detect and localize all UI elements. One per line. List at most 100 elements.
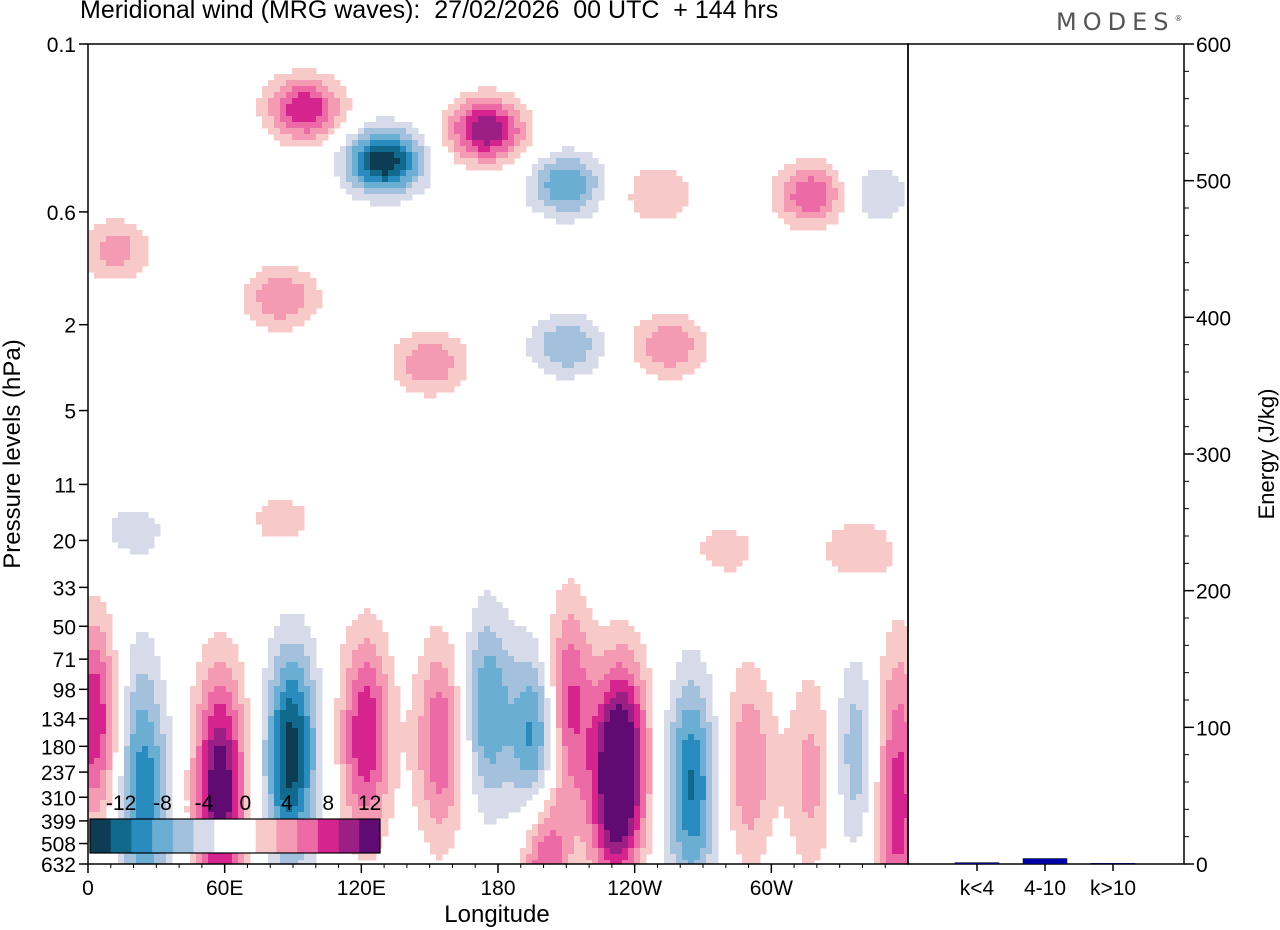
wind-cell bbox=[166, 740, 173, 747]
wind-cell bbox=[130, 764, 137, 771]
wind-cell bbox=[94, 716, 101, 723]
wind-cell bbox=[574, 722, 581, 729]
wind-cell bbox=[286, 314, 293, 321]
wind-cell bbox=[424, 758, 431, 765]
wind-cell bbox=[280, 518, 287, 525]
wind-cell bbox=[430, 626, 437, 633]
wind-cell bbox=[448, 686, 455, 693]
wind-cell bbox=[754, 782, 761, 789]
wind-cell bbox=[280, 728, 287, 735]
wind-cell bbox=[568, 350, 575, 357]
wind-cell bbox=[772, 806, 779, 813]
wind-cell bbox=[556, 374, 563, 381]
wind-cell bbox=[124, 512, 131, 519]
wind-cell bbox=[820, 758, 827, 765]
wind-cell bbox=[796, 212, 803, 219]
wind-cell bbox=[196, 704, 203, 711]
wind-cell bbox=[784, 794, 791, 801]
wind-cell bbox=[892, 692, 899, 699]
wind-cell bbox=[436, 776, 443, 783]
wind-cell bbox=[304, 776, 311, 783]
wind-cell bbox=[604, 716, 611, 723]
wind-cell bbox=[94, 728, 101, 735]
wind-cell bbox=[220, 650, 227, 657]
wind-cell bbox=[598, 746, 605, 753]
wind-cell bbox=[586, 704, 593, 711]
wind-cell bbox=[856, 560, 863, 567]
wind-cell bbox=[496, 728, 503, 735]
wind-cell bbox=[556, 698, 563, 705]
wind-cell bbox=[364, 800, 371, 807]
wind-cell bbox=[292, 710, 299, 717]
wind-cell bbox=[418, 152, 425, 159]
wind-cell bbox=[310, 734, 317, 741]
wind-cell bbox=[364, 746, 371, 753]
wind-cell bbox=[586, 344, 593, 351]
wind-cell bbox=[574, 656, 581, 663]
wind-cell bbox=[892, 704, 899, 711]
wind-cell bbox=[466, 128, 473, 135]
wind-cell bbox=[886, 554, 893, 561]
wind-cell bbox=[190, 758, 197, 765]
wind-cell bbox=[676, 368, 683, 375]
wind-cell bbox=[424, 764, 431, 771]
wind-cell bbox=[580, 350, 587, 357]
wind-cell bbox=[736, 812, 743, 819]
wind-cell bbox=[838, 530, 845, 537]
wind-cell bbox=[478, 800, 485, 807]
wind-cell bbox=[448, 794, 455, 801]
wind-cell bbox=[364, 632, 371, 639]
wind-cell bbox=[352, 800, 359, 807]
wind-cell bbox=[340, 104, 347, 111]
wind-cell bbox=[472, 740, 479, 747]
wind-cell bbox=[304, 728, 311, 735]
wind-cell bbox=[730, 560, 737, 567]
wind-cell bbox=[118, 236, 125, 243]
wind-cell bbox=[880, 188, 887, 195]
wind-cell bbox=[808, 716, 815, 723]
wind-cell bbox=[526, 116, 533, 123]
wind-cell bbox=[484, 662, 491, 669]
wind-cell bbox=[310, 800, 317, 807]
wind-cell bbox=[568, 740, 575, 747]
wind-cell bbox=[490, 686, 497, 693]
wind-cell bbox=[502, 800, 509, 807]
wind-cell bbox=[664, 794, 671, 801]
wind-cell bbox=[436, 722, 443, 729]
wind-cell bbox=[352, 194, 359, 201]
wind-cell bbox=[832, 548, 839, 555]
wind-cell bbox=[838, 770, 845, 777]
wind-cell bbox=[496, 752, 503, 759]
wind-cell bbox=[118, 536, 125, 543]
wind-cell bbox=[268, 806, 275, 813]
wind-cell bbox=[700, 332, 707, 339]
wind-cell bbox=[490, 716, 497, 723]
wind-cell bbox=[838, 746, 845, 753]
wind-cell bbox=[280, 134, 287, 141]
wind-cell bbox=[352, 734, 359, 741]
wind-cell bbox=[238, 698, 245, 705]
wind-cell bbox=[664, 764, 671, 771]
wind-cell bbox=[652, 368, 659, 375]
wind-cell bbox=[886, 194, 893, 201]
wind-cell bbox=[376, 800, 383, 807]
wind-cell bbox=[730, 716, 737, 723]
wind-cell bbox=[400, 368, 407, 375]
wind-cell bbox=[670, 692, 677, 699]
wind-cell bbox=[694, 680, 701, 687]
wind-cell bbox=[604, 728, 611, 735]
wind-cell bbox=[316, 812, 323, 819]
wind-cell bbox=[598, 668, 605, 675]
wind-cell bbox=[106, 698, 113, 705]
wind-cell bbox=[556, 320, 563, 327]
wind-cell bbox=[700, 680, 707, 687]
wind-cell bbox=[892, 650, 899, 657]
wind-cell bbox=[610, 632, 617, 639]
wind-cell bbox=[484, 764, 491, 771]
wind-cell bbox=[118, 266, 125, 273]
wind-cell bbox=[274, 80, 281, 87]
wind-cell bbox=[118, 782, 125, 789]
wind-cell bbox=[526, 194, 533, 201]
wind-cell bbox=[442, 650, 449, 657]
wind-cell bbox=[556, 638, 563, 645]
